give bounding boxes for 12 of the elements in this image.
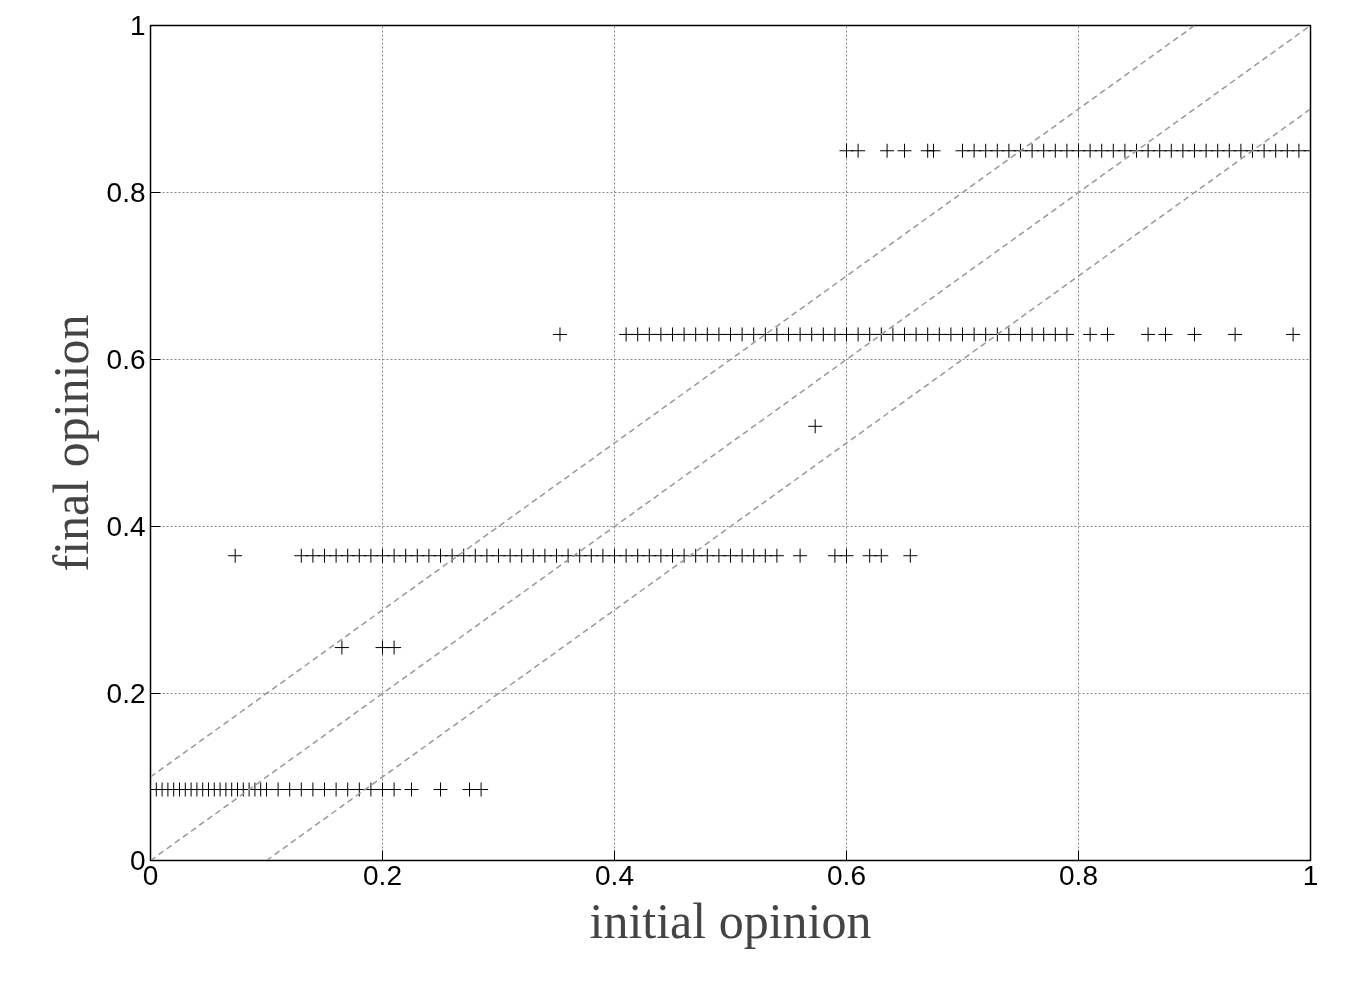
x-axis-title: initial opinion: [589, 892, 872, 949]
x-tick-label: 0.2: [363, 859, 402, 891]
y-tick-label: 0.4: [106, 511, 146, 542]
y-tick-label: 0.6: [106, 344, 146, 375]
y-tick-label: 1: [129, 10, 146, 41]
y-axis-title: final opinion: [42, 314, 99, 572]
y-tick-label: 0.8: [106, 177, 146, 208]
x-tick-label: 0.6: [827, 859, 866, 891]
x-tick-label: 0.8: [1059, 859, 1098, 891]
x-tick-label: 1: [1302, 859, 1319, 891]
x-tick-label: 0.4: [595, 859, 634, 891]
y-tick-label: 0.2: [106, 678, 146, 709]
